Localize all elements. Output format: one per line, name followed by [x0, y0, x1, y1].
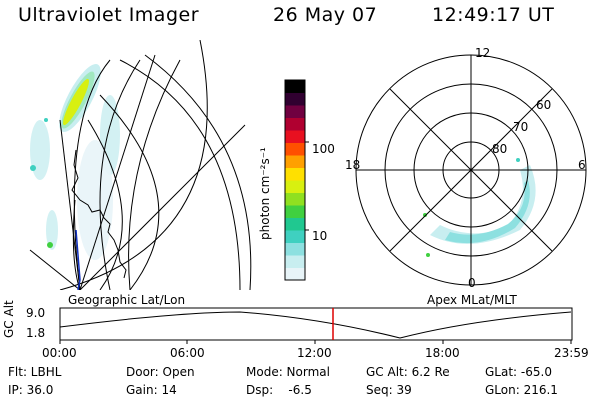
right-panel-caption: Apex MLat/MLT [427, 293, 517, 307]
timeline-xtick-0000: 00:00 [42, 346, 77, 360]
colorbar-band [285, 242, 305, 256]
colorbar [284, 79, 309, 281]
info-gain: Gain: 14 [126, 383, 177, 397]
mlt-label-6: 6 [578, 158, 586, 172]
colorbar-band [285, 205, 305, 218]
colorbar-band [285, 230, 305, 243]
timeline-ytick-1-8: 1.8 [26, 326, 46, 340]
info-seq: Seq: 39 [366, 383, 412, 397]
colorbar-band [285, 105, 305, 118]
timeline-xtick-2359: 23:59 [554, 346, 589, 360]
colorbar-band [285, 180, 305, 193]
lat-label-80: 80 [492, 142, 508, 156]
colorbar-band [285, 142, 305, 156]
info-door: Door: Open [126, 365, 195, 379]
info-glon: GLon: 216.1 [485, 383, 558, 397]
timeline-xtick-1200: 12:00 [297, 346, 332, 360]
colorbar-band [285, 92, 305, 106]
timeline-xtick-0600: 06:00 [170, 346, 205, 360]
mlt-label-12: 12 [475, 46, 491, 60]
left-panel-caption: Geographic Lat/Lon [68, 293, 186, 307]
colorbar-band [285, 117, 305, 131]
info-glat: GLat: -65.0 [485, 365, 552, 379]
colorbar-band [285, 155, 305, 168]
colorbar-frame [284, 79, 306, 281]
time-label: 12:49:17 UT [432, 4, 555, 26]
lat-label-70: 70 [513, 120, 529, 134]
colorbar-band [285, 267, 305, 281]
colorbar-band [285, 80, 305, 93]
instrument-title: Ultraviolet Imager [18, 4, 200, 26]
mlt-label-18: 18 [345, 158, 361, 172]
lat-label-60: 60 [536, 98, 552, 112]
timeline-ytick-9: 9.0 [26, 306, 46, 320]
colorbar-tick-10: 10 [312, 229, 328, 243]
info-mode: Mode: Normal [246, 365, 330, 379]
info-dsp: Dsp: -6.5 [246, 383, 312, 397]
colorbar-band [285, 130, 305, 143]
timeline-ylabel: GC Alt [2, 300, 16, 338]
colorbar-band [285, 167, 305, 181]
info-filter: Flt: LBHL [8, 365, 62, 379]
info-gc-alt: GC Alt: 6.2 Re [366, 365, 450, 379]
geographic-map [29, 40, 252, 290]
date-label: 26 May 07 [273, 4, 378, 26]
colorbar-tick-100: 100 [312, 142, 335, 156]
colorbar-band [285, 192, 305, 206]
colorbar-band [285, 255, 305, 268]
colorbar-band [285, 217, 305, 231]
mlt-label-0: 0 [468, 276, 476, 290]
info-ip: IP: 36.0 [8, 383, 54, 397]
timeline-xtick-1800: 18:00 [425, 346, 460, 360]
polar-grid [355, 54, 587, 286]
